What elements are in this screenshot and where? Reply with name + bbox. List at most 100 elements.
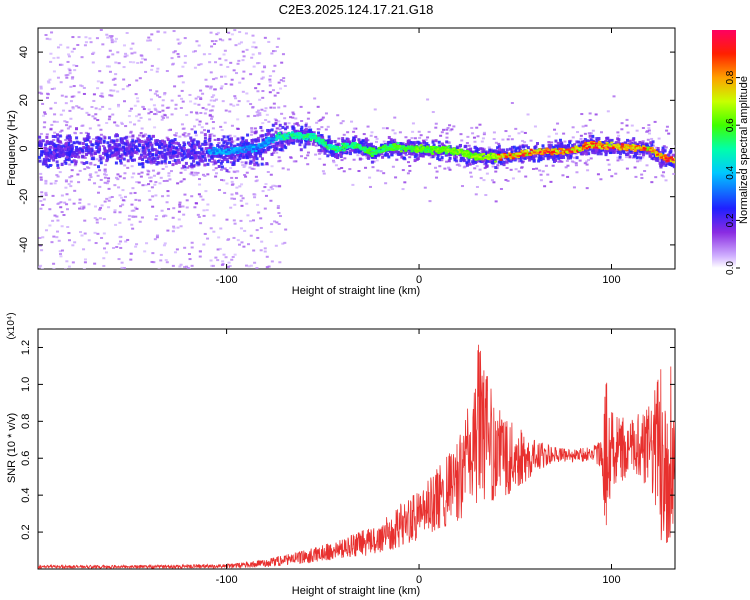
heatmap-cell	[455, 145, 459, 149]
heatmap-cell	[388, 140, 392, 144]
heatmap-cell	[66, 127, 70, 130]
heatmap-cell	[176, 148, 180, 152]
heatmap-cell	[509, 157, 513, 160]
heatmap-cell	[179, 225, 183, 228]
heatmap-cell	[105, 121, 109, 124]
heatmap-cell	[77, 181, 81, 184]
heatmap-cell	[236, 62, 240, 65]
heatmap-cell	[443, 167, 447, 170]
heatmap-cell	[656, 149, 660, 153]
heatmap-cell	[219, 161, 223, 165]
heatmap-cell	[481, 159, 485, 163]
heatmap-cell	[292, 113, 296, 116]
heatmap-cell	[467, 159, 471, 163]
heatmap-cell	[211, 160, 215, 163]
heatmap-cell	[612, 145, 616, 148]
heatmap-cell	[672, 172, 675, 175]
heatmap-cell	[253, 163, 257, 167]
heatmap-cell	[59, 255, 63, 258]
heatmap-cell	[77, 155, 81, 159]
heatmap-cell	[121, 189, 125, 192]
heatmap-cell	[83, 139, 87, 143]
heatmap-cell	[97, 145, 101, 149]
heatmap-cell	[44, 179, 48, 182]
heatmap-cell	[581, 151, 585, 155]
heatmap-cell	[567, 144, 571, 148]
heatmap-cell	[68, 69, 72, 72]
heatmap-cell	[563, 145, 567, 149]
heatmap-cell	[155, 90, 159, 93]
heatmap-cell	[372, 160, 376, 163]
heatmap-cell	[641, 145, 645, 148]
heatmap-cell	[546, 150, 550, 153]
heatmap-cell	[53, 135, 57, 139]
heatmap-cell	[93, 151, 97, 155]
heatmap-cell	[190, 195, 194, 198]
heatmap-cell	[447, 166, 451, 169]
heatmap-cell	[132, 143, 136, 147]
heatmap-cell	[587, 152, 591, 156]
heatmap-cell	[661, 146, 665, 150]
heatmap-cell	[122, 66, 126, 69]
heatmap-cell	[566, 164, 570, 167]
heatmap-cell	[44, 143, 48, 147]
heatmap-cell	[87, 135, 91, 139]
heatmap-cell	[178, 203, 182, 206]
heatmap-cell	[288, 135, 292, 139]
heatmap-cell	[473, 167, 477, 170]
heatmap-cell	[128, 121, 132, 124]
heatmap-cell	[667, 132, 671, 135]
heatmap-cell	[579, 144, 583, 148]
heatmap-cell	[236, 137, 240, 141]
heatmap-cell	[254, 150, 258, 153]
heatmap-cell	[465, 161, 469, 165]
heatmap-cell	[217, 165, 221, 169]
heatmap-cell	[97, 165, 101, 169]
heatmap-cell	[352, 130, 356, 133]
heatmap-cell	[173, 150, 177, 154]
heatmap-cell	[122, 149, 126, 153]
heatmap-cell	[277, 120, 281, 123]
heatmap-cell	[125, 32, 129, 35]
heatmap-cell	[205, 209, 209, 212]
heatmap-cell	[145, 153, 149, 157]
heatmap-cell	[494, 149, 498, 153]
heatmap-cell	[65, 208, 69, 211]
heatmap-cell	[474, 193, 478, 196]
heatmap-cell	[115, 145, 119, 149]
heatmap-cell	[56, 135, 60, 138]
heatmap-cell	[293, 122, 297, 125]
heatmap-cell	[184, 155, 188, 159]
heatmap-cell	[445, 128, 449, 131]
heatmap-cell	[564, 166, 568, 169]
heatmap-cell	[153, 126, 157, 129]
heatmap-cell	[150, 260, 154, 263]
heatmap-cell	[122, 267, 126, 269]
heatmap-cell	[163, 93, 167, 96]
heatmap-cell	[252, 138, 256, 142]
heatmap-cell	[198, 183, 202, 186]
heatmap-cell	[646, 138, 650, 141]
heatmap-cell	[244, 32, 248, 35]
heatmap-cell	[135, 243, 139, 246]
heatmap-cell	[469, 171, 473, 174]
heatmap-cell	[222, 141, 226, 145]
heatmap-cell	[346, 138, 350, 142]
heatmap-cell	[330, 140, 334, 144]
heatmap-cell	[341, 139, 345, 143]
heatmap-cell	[96, 119, 100, 122]
heatmap-cell	[429, 152, 433, 156]
heatmap-cell	[628, 155, 632, 159]
heatmap-cell	[106, 36, 110, 39]
heatmap-cell	[448, 124, 452, 127]
heatmap-cell	[45, 133, 49, 136]
heatmap-cell	[186, 150, 190, 154]
heatmap-cell	[93, 150, 97, 153]
heatmap-cell	[256, 136, 260, 140]
heatmap-cell	[40, 268, 44, 269]
heatmap-cell	[348, 168, 352, 171]
heatmap-cell	[655, 156, 659, 160]
heatmap-cell	[210, 115, 214, 118]
heatmap-cell	[252, 167, 256, 170]
heatmap-cell	[217, 145, 221, 149]
